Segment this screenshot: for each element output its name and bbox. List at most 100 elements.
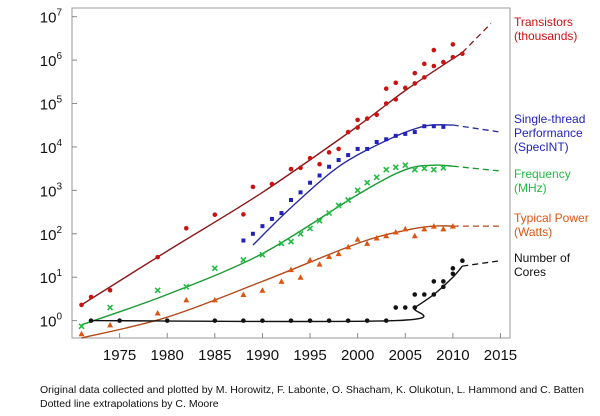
data-point xyxy=(183,296,190,303)
series-trend-line xyxy=(81,164,453,326)
data-point xyxy=(107,287,113,293)
data-point xyxy=(269,216,274,221)
series-extrapolation-line xyxy=(462,260,501,267)
x-tick-label: 1985 xyxy=(198,347,231,364)
data-point xyxy=(441,284,446,290)
data-point xyxy=(164,318,170,323)
series-1 xyxy=(241,124,501,246)
data-point xyxy=(364,318,370,323)
y-tick-label: 102 xyxy=(40,225,63,244)
data-point xyxy=(460,51,465,57)
data-point xyxy=(411,166,418,173)
data-point xyxy=(422,292,427,297)
data-point xyxy=(288,166,294,172)
axes-layer: 100 101 102 103 104 105 106 107 1975 1980 1985 1990… xyxy=(40,7,517,364)
data-point xyxy=(393,133,398,138)
data-point xyxy=(383,166,390,173)
legend-entry-4: Number of Cores xyxy=(514,251,571,279)
data-point xyxy=(440,164,447,171)
data-point xyxy=(79,302,84,308)
data-point xyxy=(441,279,446,284)
data-point xyxy=(212,318,218,323)
credits-line-2: Dotted line extrapolations by C. Moore xyxy=(40,398,219,410)
series-2 xyxy=(78,162,501,330)
x-tick-label: 2010 xyxy=(436,347,469,364)
data-point xyxy=(449,223,456,229)
data-point xyxy=(335,202,342,209)
data-point xyxy=(402,85,408,91)
data-point xyxy=(431,124,436,129)
data-point xyxy=(107,304,114,311)
data-point xyxy=(260,318,265,323)
data-point xyxy=(450,271,456,277)
series-trend-line xyxy=(90,265,463,323)
data-point xyxy=(412,305,418,310)
data-point xyxy=(392,228,399,235)
y-tick-label: 104 xyxy=(40,138,63,157)
data-point xyxy=(346,153,351,158)
data-point xyxy=(383,86,389,91)
data-point xyxy=(306,225,314,232)
data-point xyxy=(365,146,370,151)
data-point xyxy=(288,266,294,273)
data-point xyxy=(374,139,379,144)
data-point xyxy=(269,181,275,187)
y-tick-label: 106 xyxy=(40,51,63,70)
data-point xyxy=(393,97,399,102)
data-point xyxy=(345,318,351,323)
data-point xyxy=(364,240,371,246)
data-point xyxy=(183,225,189,231)
data-point xyxy=(297,274,304,280)
data-point xyxy=(430,223,437,229)
data-point xyxy=(364,116,370,121)
data-point xyxy=(450,42,456,47)
series-extrapolation-line xyxy=(461,22,492,53)
data-point xyxy=(355,117,360,123)
data-point xyxy=(241,238,246,243)
data-point xyxy=(259,251,266,258)
data-point xyxy=(288,318,294,323)
y-tick-label: 100 xyxy=(40,312,63,331)
data-point xyxy=(354,187,361,194)
data-point xyxy=(393,305,399,310)
data-point xyxy=(78,323,85,330)
data-point xyxy=(240,256,247,263)
x-tick-label: 2015 xyxy=(484,347,517,364)
series-trend-line xyxy=(81,51,463,306)
legend-entry-3: Typical Power (Watts) xyxy=(514,211,589,239)
data-point xyxy=(326,210,333,217)
data-point xyxy=(336,146,341,152)
data-point xyxy=(355,146,360,151)
plot-frame xyxy=(71,7,511,339)
data-point xyxy=(440,225,447,232)
data-point xyxy=(383,101,389,106)
data-point xyxy=(250,184,256,190)
data-point xyxy=(393,80,399,86)
legend-entry-0: Transistors (thousands) xyxy=(514,15,577,43)
data-point xyxy=(335,250,342,257)
data-point xyxy=(412,70,418,76)
data-point xyxy=(88,294,94,300)
data-point xyxy=(422,61,427,67)
data-point xyxy=(317,173,322,178)
x-tick-label: 2000 xyxy=(341,347,374,364)
legend-entry-2: Frequency (MHz) xyxy=(514,167,571,195)
data-point xyxy=(298,190,303,195)
data-point xyxy=(431,292,437,297)
y-tick-label: 107 xyxy=(40,8,63,27)
data-point xyxy=(317,161,322,167)
legend-layer: Transistors (thousands) Single-thread Perfo… xyxy=(514,15,589,279)
data-point xyxy=(345,196,352,204)
data-point xyxy=(364,179,371,186)
data-point xyxy=(374,112,379,118)
data-point xyxy=(422,124,427,129)
data-point xyxy=(154,287,161,294)
data-point xyxy=(373,174,380,181)
data-point xyxy=(402,162,409,169)
data-point xyxy=(154,309,161,316)
data-point xyxy=(412,81,418,86)
series-trend-line xyxy=(252,124,453,246)
x-tick-label: 2005 xyxy=(389,347,422,364)
data-point xyxy=(421,165,428,172)
